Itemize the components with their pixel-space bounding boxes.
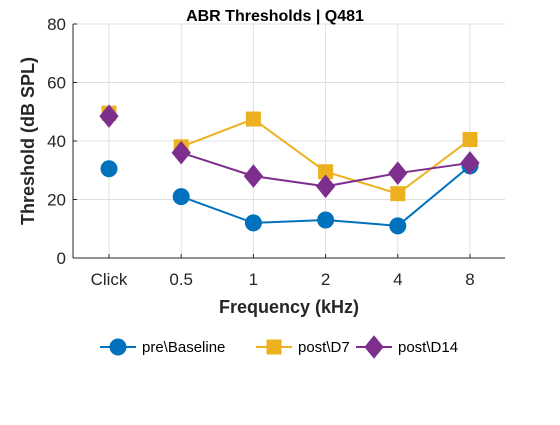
data-point: [100, 160, 118, 178]
chart-title: ABR Thresholds | Q481: [186, 8, 364, 25]
series-layer: [99, 104, 480, 235]
data-point: [389, 217, 407, 235]
legend-label: post\D7: [298, 339, 350, 356]
data-point: [245, 111, 261, 127]
data-point: [364, 335, 384, 359]
data-point: [462, 132, 478, 148]
x-tick-label: 8: [465, 270, 474, 289]
data-point: [315, 174, 336, 199]
y-tick-label: 60: [47, 74, 66, 93]
series-group: [100, 157, 479, 235]
x-tick-label: 1: [249, 270, 258, 289]
data-point: [244, 214, 262, 232]
y-tick-label: 20: [47, 191, 66, 210]
legend-label: pre\Baseline: [142, 339, 225, 356]
x-tick-label: 2: [321, 270, 330, 289]
data-point: [317, 211, 335, 229]
data-point: [109, 338, 127, 356]
x-tick-label: 4: [393, 270, 402, 289]
y-tick-label: 80: [47, 15, 66, 34]
legend: pre\Baseline post\D7 post\D14: [100, 335, 458, 359]
data-point: [266, 339, 282, 355]
y-tick-label: 40: [47, 132, 66, 151]
data-point: [390, 186, 406, 202]
legend-label: post\D14: [398, 339, 458, 356]
x-axis-label: Frequency (kHz): [219, 297, 359, 317]
y-axis-label: Threshold (dB SPL): [18, 57, 38, 225]
data-point: [99, 104, 119, 128]
data-point: [460, 151, 480, 175]
y-tick-label: 0: [57, 249, 66, 268]
data-point: [243, 164, 264, 188]
x-tick-label: Click: [91, 270, 128, 289]
data-point: [172, 188, 190, 206]
x-tick-label: 0.5: [169, 270, 193, 289]
data-point: [388, 161, 408, 185]
series-group: [99, 104, 480, 199]
data-point: [171, 140, 191, 165]
axes-layer: 0 20 40 60 80 Click 0.5 1 2 4 8: [47, 15, 505, 289]
